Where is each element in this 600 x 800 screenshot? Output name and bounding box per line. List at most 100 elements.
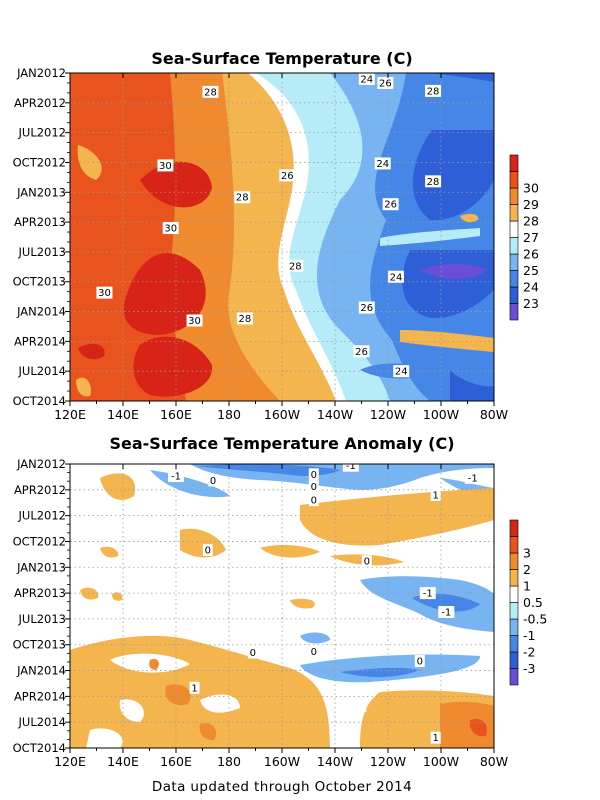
contour-label: 1 (430, 488, 441, 501)
contour-label: 24 (374, 157, 391, 170)
y-tick-label: JAN2014 (16, 305, 66, 319)
contour-label-text: 24 (395, 367, 408, 378)
contour-label: 28 (234, 191, 251, 204)
colorbar-swatch (509, 618, 519, 636)
colorbar-swatch (509, 204, 519, 222)
y-tick-label: JUL2013 (18, 245, 66, 259)
contour-label-bg (425, 175, 442, 188)
contour-label: 26 (279, 169, 296, 182)
contour-label: 30 (162, 222, 179, 235)
contour-label-text: 0 (417, 657, 423, 668)
contour-label-bg (96, 286, 113, 299)
ssta-gridlines (70, 464, 494, 748)
x-tick-label: 100W (423, 754, 459, 769)
x-tick-label: 140W (317, 407, 353, 422)
contour-label-bg (157, 159, 174, 172)
contour-label-bg (202, 85, 219, 98)
contour-label: 28 (425, 84, 442, 97)
y-tick-label: JUL2014 (18, 715, 66, 729)
y-tick-label: OCT2014 (13, 394, 66, 408)
colorbar-swatch (509, 651, 519, 669)
contour-label-bg (234, 191, 251, 204)
contour-label: 0 (308, 468, 319, 481)
contour-label: 1 (189, 681, 200, 694)
sst-y-axis: JAN2012 APR2012 JUL2012 OCT2012 JAN2013 APR20… (13, 66, 70, 408)
contour-label: -1 (438, 606, 455, 619)
contour-label-text: 30 (164, 224, 177, 235)
contour-label-bg (374, 157, 391, 170)
contour-label-bg (308, 480, 319, 493)
colorbar-swatch (509, 303, 519, 321)
contour-label-bg (382, 198, 399, 211)
contour-label-text: 1 (433, 733, 439, 744)
contour-label-bg (308, 494, 319, 507)
colorbar-swatch (509, 536, 519, 554)
contour-label-text: 0 (311, 482, 317, 493)
contour-label: 30 (96, 286, 113, 299)
colorbar-swatch (509, 569, 519, 587)
contour-label-bg (377, 76, 394, 89)
x-tick-label: 180 (217, 754, 241, 769)
y-tick-label: APR2013 (14, 586, 66, 600)
ssta-title: Sea-Surface Temperature Anomaly (C) (109, 434, 454, 453)
contour-label: 28 (425, 175, 442, 188)
contour-label: -1 (168, 470, 184, 483)
y-tick-label: JAN2014 (16, 664, 66, 678)
y-tick-label: APR2014 (14, 334, 66, 348)
contour-label-bg (162, 222, 179, 235)
y-tick-label: JUL2014 (18, 364, 66, 378)
contour-label-text: 0 (205, 546, 211, 557)
colorbar-swatch (509, 552, 519, 570)
contour-label-text: 28 (239, 314, 252, 325)
contour-label: 0 (361, 555, 372, 568)
contour-label-text: 28 (427, 86, 440, 97)
contour-label-text: 0 (311, 470, 317, 481)
contour-label-bg (438, 606, 455, 619)
contour-label: 26 (353, 345, 370, 358)
contour-label-text: 30 (159, 161, 172, 172)
sst-contour-labels: 24 26 28 28 30 24 26 28 28 26 30 28 24 30 26 30 28 26 24 (96, 73, 442, 378)
contour-label-text: 26 (384, 200, 397, 211)
contour-label-text: 30 (188, 316, 201, 327)
contour-label-text: 26 (379, 78, 392, 89)
contour-label-text: 0 (311, 496, 317, 507)
contour-label-bg (308, 468, 319, 481)
contour-label: 28 (287, 259, 304, 272)
x-tick-label: 120E (54, 407, 86, 422)
contour-label-bg (308, 645, 319, 658)
colorbar-label: 29 (523, 197, 539, 212)
contour-label-text: -1 (423, 589, 433, 600)
x-tick-label: 180 (217, 407, 241, 422)
colorbar-swatch (509, 154, 519, 172)
x-tick-label: 160E (160, 754, 192, 769)
colorbar-label: 26 (523, 247, 539, 262)
colorbar-swatch (509, 270, 519, 288)
contour-label-bg (464, 471, 481, 484)
colorbar-swatch (509, 668, 519, 686)
contour-label-bg (279, 169, 296, 182)
contour-label-bg (202, 544, 213, 557)
x-tick-label: 100W (423, 407, 459, 422)
contour-label-bg (430, 488, 441, 501)
colorbar-swatch (509, 237, 519, 255)
colorbar-swatch (509, 220, 519, 238)
x-tick-label: 160E (160, 407, 192, 422)
colorbar-swatch (509, 187, 519, 205)
colorbar-label: -3 (523, 661, 535, 676)
contour-label-text: 28 (427, 177, 440, 188)
contour-label-bg (414, 655, 425, 668)
contour-label-bg (393, 365, 410, 378)
contour-label-bg (342, 464, 359, 472)
y-tick-label: JAN2012 (16, 66, 66, 80)
contour-label-text: 30 (98, 288, 111, 299)
contour-label-text: 26 (281, 171, 294, 182)
contour-label-text: -1 (346, 461, 356, 472)
sst-title: Sea-Surface Temperature (C) (151, 49, 412, 68)
colorbar-swatch (509, 171, 519, 189)
ssta-x-axis: 120E 140E 160E 180 160W 140W 120W 100W 80W (54, 464, 508, 769)
y-tick-label: JUL2012 (18, 126, 66, 140)
x-tick-label: 140W (317, 754, 353, 769)
contour-label: 0 (308, 480, 319, 493)
contour-label-text: 28 (236, 193, 249, 204)
